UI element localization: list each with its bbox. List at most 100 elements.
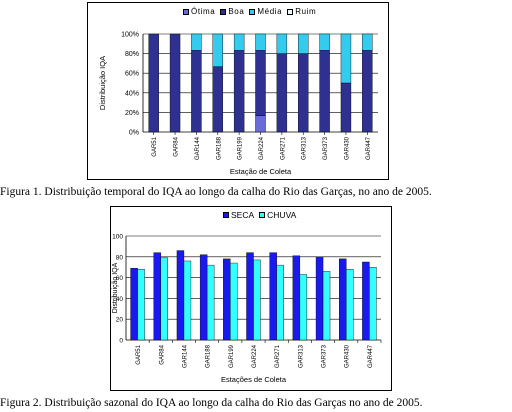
chart-1-xtick-label: GAR84 [174, 136, 180, 156]
figure-1-caption: Figura 1. Distribuição temporal do IQA a… [0, 186, 432, 198]
chart-1-bar-boa [362, 50, 373, 133]
chart-1-bar-boa [169, 33, 181, 133]
chart-2-legend: SECA CHUVA [223, 210, 301, 220]
chart-2-xtick-label: GAR447 [368, 344, 374, 368]
chart-2-bar-seca [339, 258, 347, 341]
chart-2-legend-swatch [223, 212, 229, 218]
chart-2-xtick-label: GAR51 [136, 344, 142, 364]
chart-1-bar-média [191, 33, 202, 51]
chart-2-bar-seca [315, 256, 324, 341]
chart-2-xtick-label: GAR313 [298, 344, 304, 368]
chart-1-ytick-label: 0% [129, 130, 139, 137]
chart-1-xtick-label: GAR271 [280, 136, 286, 160]
chart-1-xtick-label: GAR313 [302, 136, 308, 160]
chart-1-legend-label: Ruim [295, 7, 317, 16]
chart-1-ytick-label: 20% [125, 110, 139, 117]
chart-2-bar-seca [130, 268, 138, 341]
chart-1-ytick-label: 80% [125, 51, 139, 58]
chart-1-bar-média [298, 33, 309, 54]
chart-2-bar-chuva [299, 274, 308, 341]
chart-1-bar-boa [340, 82, 352, 133]
chart-1-xtick-label: GAR430 [344, 136, 350, 160]
chart-2-bar-chuva [253, 259, 261, 341]
chart-1-legend-swatch [183, 8, 189, 15]
figure-2-caption: Figura 2. Distribuição sazonal do IQA ao… [0, 397, 423, 409]
chart-2-bar-chuva [276, 264, 284, 341]
chart-1-legend-item: Média [249, 7, 282, 16]
chart-2-xtick-label: GAR188 [206, 344, 212, 368]
chart-2-bar-chuva [183, 260, 192, 341]
chart-1-bar-ótima [255, 115, 266, 133]
chart-1-x-axis-title: Estação de Coleta [230, 167, 292, 176]
chart-2-ytick-label: 20 [116, 317, 124, 324]
chart-2-xtick-label: GAR271 [275, 344, 281, 368]
chart-1-bar-boa [148, 33, 159, 133]
chart-2-x-axis-title: Estações de Coleta [221, 375, 287, 384]
chart-2-legend-label: SECA [231, 210, 255, 220]
chart-2-bar-seca [246, 252, 254, 341]
chart-2-bar-seca [199, 254, 208, 341]
chart-1-ytick-label: 40% [125, 90, 139, 97]
chart-1-bar-boa [191, 50, 202, 133]
chart-2-ytick-label: 40 [116, 296, 124, 303]
chart-2-legend-item: SECA [223, 210, 254, 220]
chart-1-ytick-label: 100% [121, 32, 139, 39]
chart-1-legend-label: Média [257, 7, 283, 16]
chart-2-bar-chuva [230, 262, 238, 341]
chart-1-xtick-label: GAR199 [238, 136, 244, 160]
chart-2-bar-seca [292, 255, 301, 341]
chart-1-plot: 0% 20% 40% 60% 80% 100% GAR51 GAR84 GAR144 GAR188… [98, 32, 378, 176]
chart-2-xtick-label: GAR430 [345, 344, 351, 368]
chart-2-ytick-label: 60 [116, 275, 124, 282]
chart-1-frame: Ótima Boa Média Ruim 0% 20% 40% 60% 80% 100% GAR5… [87, 2, 389, 180]
chart-1-xtick-label: GAR447 [366, 136, 372, 160]
chart-2-legend-swatch [259, 212, 266, 218]
chart-1-bar-média [319, 33, 330, 51]
chart-2-xtick-label: GAR199 [229, 344, 235, 368]
chart-2-xtick-label: GAR84 [159, 344, 165, 364]
chart-2-ytick-label: 100 [112, 234, 123, 241]
chart-1-bar-boa [255, 50, 266, 116]
chart-1-bar-boa [233, 50, 245, 133]
chart-2-bar-seca [223, 258, 231, 341]
chart-1-ytick-label: 60% [125, 71, 139, 78]
chart-2-bar-chuva [369, 267, 377, 341]
chart-1-bar-boa [212, 66, 223, 133]
chart-2-xtick-label: GAR144 [182, 344, 188, 368]
chart-2-frame: SECA CHUVA 0 20 40 60 80 100 GAR51 GAR84 GAR144 GA… [110, 206, 392, 391]
chart-1-bar-média [276, 33, 288, 54]
chart-1-xtick-label: GAR224 [259, 136, 265, 160]
chart-1-y-axis-title: Distribuição IQA [98, 56, 107, 110]
chart-1-bar-média [255, 33, 266, 51]
chart-2-y-axis-title: Distribuição IQA [112, 262, 119, 313]
chart-1-legend-label: Ótima [191, 7, 216, 16]
chart-2-ytick-label: 0 [119, 338, 123, 345]
chart-1-bar-boa [276, 53, 288, 133]
chart-1-bar-média [233, 33, 245, 51]
chart-2-legend-label: CHUVA [267, 210, 297, 220]
chart-1-legend-item: Ruim [287, 7, 316, 16]
chart-1-legend-swatch [249, 8, 256, 15]
chart-2-bar-seca [153, 252, 161, 341]
chart-1-bar-média [212, 33, 223, 67]
chart-2-plot: 0 20 40 60 80 100 GAR51 GAR84 GAR144 GAR188 GAR199… [112, 234, 382, 384]
chart-1-xtick-label: GAR188 [216, 136, 222, 160]
chart-2-xtick-label: GAR224 [252, 344, 258, 368]
chart-1-bar-boa [319, 50, 330, 133]
chart-2-bar-chuva [160, 257, 168, 341]
chart-1-legend-swatch [220, 8, 227, 15]
chart-1-legend-swatch [287, 8, 294, 15]
chart-1-legend: Ótima Boa Média Ruim [183, 7, 321, 16]
chart-2-bar-seca [176, 250, 185, 341]
chart-2-bar-seca [269, 252, 277, 341]
chart-1-bar-boa [298, 53, 309, 133]
chart-2-bar-chuva [137, 269, 145, 341]
chart-1-legend-item: Ótima [183, 7, 215, 16]
chart-2-bar-chuva [206, 264, 215, 341]
chart-2-bar-seca [362, 261, 370, 341]
chart-1-xtick-label: GAR144 [195, 136, 201, 160]
chart-1-xtick-label: GAR51 [152, 136, 158, 156]
chart-1-bar-média [362, 33, 373, 51]
chart-2-xtick-label: GAR373 [322, 344, 328, 368]
chart-1-legend-item: Boa [220, 7, 244, 16]
